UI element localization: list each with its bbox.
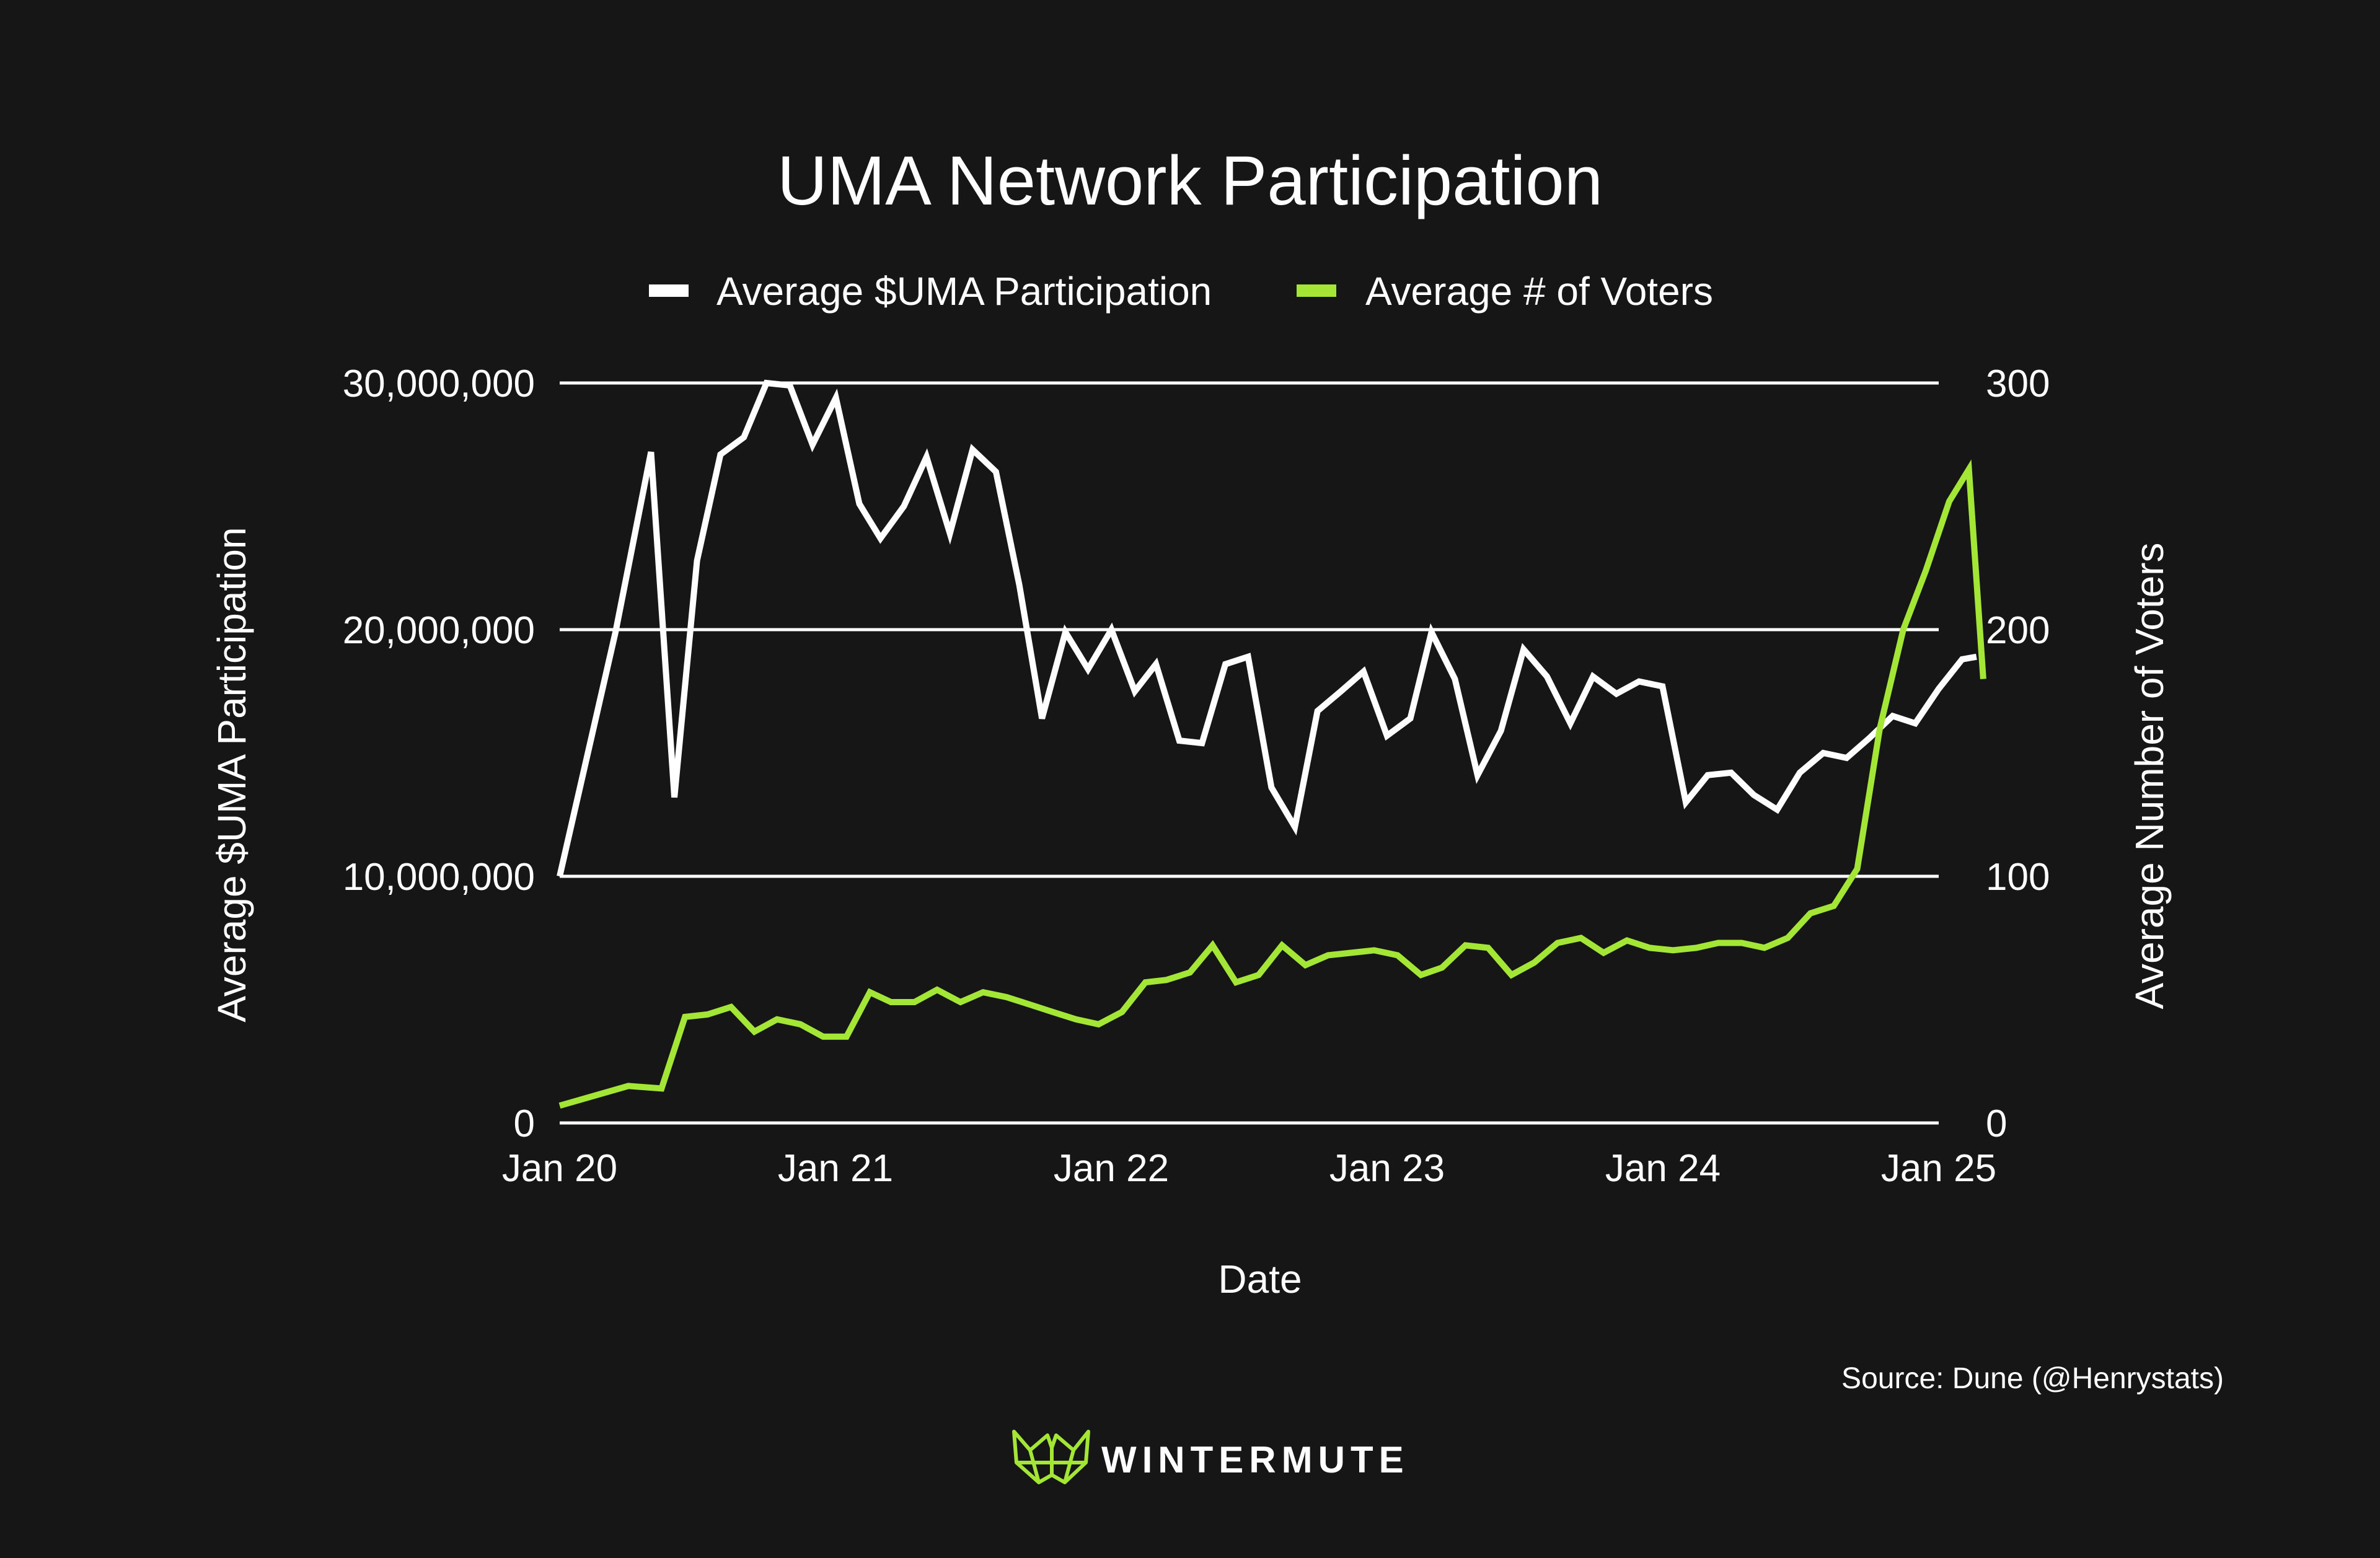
wintermute-logo-icon xyxy=(1012,1430,1090,1484)
brand-name: WINTERMUTE xyxy=(1101,1439,1409,1481)
legend: Average $UMA Participation Average # of … xyxy=(649,269,1713,314)
x-tick-label: Jan 25 xyxy=(1881,1147,1996,1190)
x-tick-label: Jan 23 xyxy=(1329,1147,1445,1190)
brand-logo: WINTERMUTE xyxy=(1012,1430,1409,1484)
y-tick-right-label: 300 xyxy=(1986,363,2050,405)
series-line-uma-participation xyxy=(557,379,1977,878)
y-tick-right-label: 200 xyxy=(1986,609,2050,652)
x-axis: Jan 20 Jan 21 Jan 22 Jan 23 Jan 24 Jan 25 xyxy=(502,1147,1996,1190)
y-axis-left-title: Average $UMA Participation xyxy=(209,527,254,1022)
x-tick-label: Jan 20 xyxy=(502,1147,617,1190)
y-tick-left-label: 0 xyxy=(514,1102,535,1145)
source-note: Source: Dune (@Henrystats) xyxy=(1841,1362,2224,1395)
legend-swatch-voters xyxy=(1297,284,1336,297)
x-tick-label: Jan 21 xyxy=(778,1147,893,1190)
y-axis-right: 0 100 200 300 xyxy=(1986,363,2050,1145)
x-axis-title: Date xyxy=(1218,1257,1302,1301)
legend-item-uma: Average $UMA Participation xyxy=(649,269,1212,314)
y-tick-left-label: 10,000,000 xyxy=(343,856,535,899)
y-tick-left-label: 30,000,000 xyxy=(343,363,535,405)
x-tick-label: Jan 24 xyxy=(1605,1147,1721,1190)
y-tick-right-label: 0 xyxy=(1986,1102,2007,1145)
legend-swatch-uma xyxy=(649,284,689,297)
gridlines xyxy=(560,381,1939,1125)
chart-title: UMA Network Participation xyxy=(777,142,1603,219)
y-tick-right-label: 100 xyxy=(1986,856,2050,899)
y-axis-left: 0 10,000,000 20,000,000 30,000,000 xyxy=(343,363,535,1145)
y-axis-right-title: Average Number of Voters xyxy=(2127,543,2172,1010)
series-line-voters xyxy=(558,459,1986,1109)
y-tick-left-label: 20,000,000 xyxy=(343,609,535,652)
x-tick-label: Jan 22 xyxy=(1054,1147,1169,1190)
series-lines xyxy=(557,379,1986,1109)
legend-label-voters: Average # of Voters xyxy=(1365,269,1713,314)
legend-item-voters: Average # of Voters xyxy=(1297,269,1713,314)
legend-label-uma: Average $UMA Participation xyxy=(716,269,1212,314)
